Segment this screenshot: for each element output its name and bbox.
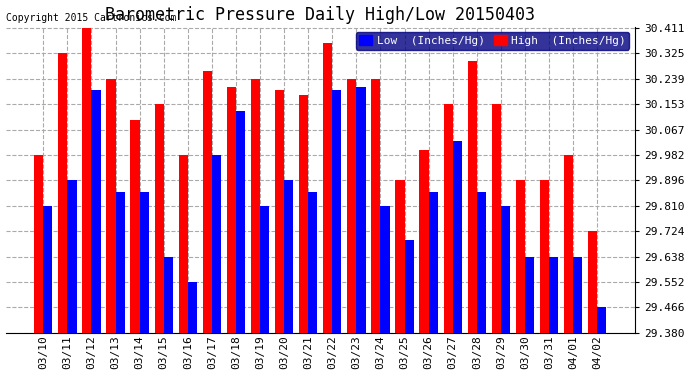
Bar	[92, 90, 101, 333]
Bar	[308, 192, 317, 333]
Bar	[164, 256, 173, 333]
Bar	[380, 206, 390, 333]
Bar	[477, 192, 486, 333]
Bar	[106, 79, 115, 333]
Bar	[573, 256, 582, 333]
Bar	[444, 104, 453, 333]
Bar	[203, 70, 212, 333]
Bar	[597, 308, 607, 333]
Bar	[68, 180, 77, 333]
Bar	[333, 90, 342, 333]
Bar	[395, 180, 404, 333]
Bar	[549, 256, 558, 333]
Bar	[420, 150, 428, 333]
Bar	[58, 53, 68, 333]
Bar	[236, 111, 245, 333]
Bar	[428, 192, 437, 333]
Bar	[139, 192, 149, 333]
Bar	[540, 180, 549, 333]
Bar	[115, 192, 125, 333]
Bar	[251, 79, 260, 333]
Bar	[34, 155, 43, 333]
Legend: Low  (Inches/Hg), High  (Inches/Hg): Low (Inches/Hg), High (Inches/Hg)	[355, 32, 629, 50]
Bar	[564, 155, 573, 333]
Bar	[453, 141, 462, 333]
Bar	[468, 61, 477, 333]
Bar	[588, 231, 597, 333]
Bar	[515, 180, 525, 333]
Bar	[492, 104, 501, 333]
Title: Barometric Pressure Daily High/Low 20150403: Barometric Pressure Daily High/Low 20150…	[106, 6, 535, 24]
Bar	[130, 120, 139, 333]
Bar	[260, 206, 269, 333]
Bar	[179, 155, 188, 333]
Bar	[188, 282, 197, 333]
Bar	[404, 240, 414, 333]
Bar	[275, 90, 284, 333]
Bar	[299, 95, 308, 333]
Bar	[347, 79, 356, 333]
Text: Copyright 2015 Cartronics.com: Copyright 2015 Cartronics.com	[6, 13, 176, 23]
Bar	[356, 87, 366, 333]
Bar	[155, 104, 164, 333]
Bar	[82, 28, 92, 333]
Bar	[501, 206, 510, 333]
Bar	[371, 79, 380, 333]
Bar	[284, 180, 293, 333]
Bar	[227, 87, 236, 333]
Bar	[43, 206, 52, 333]
Bar	[525, 256, 534, 333]
Bar	[212, 155, 221, 333]
Bar	[323, 43, 333, 333]
